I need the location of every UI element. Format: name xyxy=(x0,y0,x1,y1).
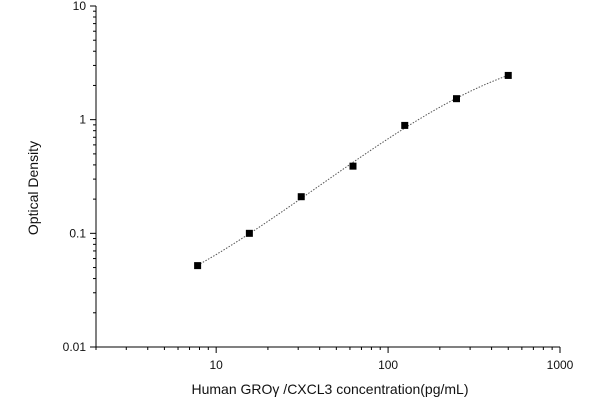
ticks: 10 100 1000 0.01 0.1 1 10 xyxy=(63,0,574,372)
y-tick-label: 10 xyxy=(73,0,87,13)
data-point xyxy=(349,162,357,170)
y-tick-label: 0.1 xyxy=(69,226,86,240)
y-tick-label: 1 xyxy=(79,113,86,127)
data-point xyxy=(297,193,305,201)
fit-curve xyxy=(197,74,509,266)
data-point xyxy=(245,229,253,237)
data-points xyxy=(194,71,512,270)
x-tick-label: 100 xyxy=(378,358,398,372)
data-point xyxy=(504,71,512,79)
data-point xyxy=(194,262,202,270)
x-tick-label: 1000 xyxy=(547,358,574,372)
data-point xyxy=(452,95,460,103)
data-point xyxy=(401,121,409,129)
y-axis-title: Optical Density xyxy=(25,141,41,235)
x-tick-label: 10 xyxy=(209,358,223,372)
fit-curve-layer xyxy=(197,74,509,266)
y-tick-label: 0.01 xyxy=(63,340,87,354)
x-axis-title: Human GROγ /CXCL3 concentration(pg/mL) xyxy=(192,381,469,397)
axes xyxy=(95,6,560,348)
